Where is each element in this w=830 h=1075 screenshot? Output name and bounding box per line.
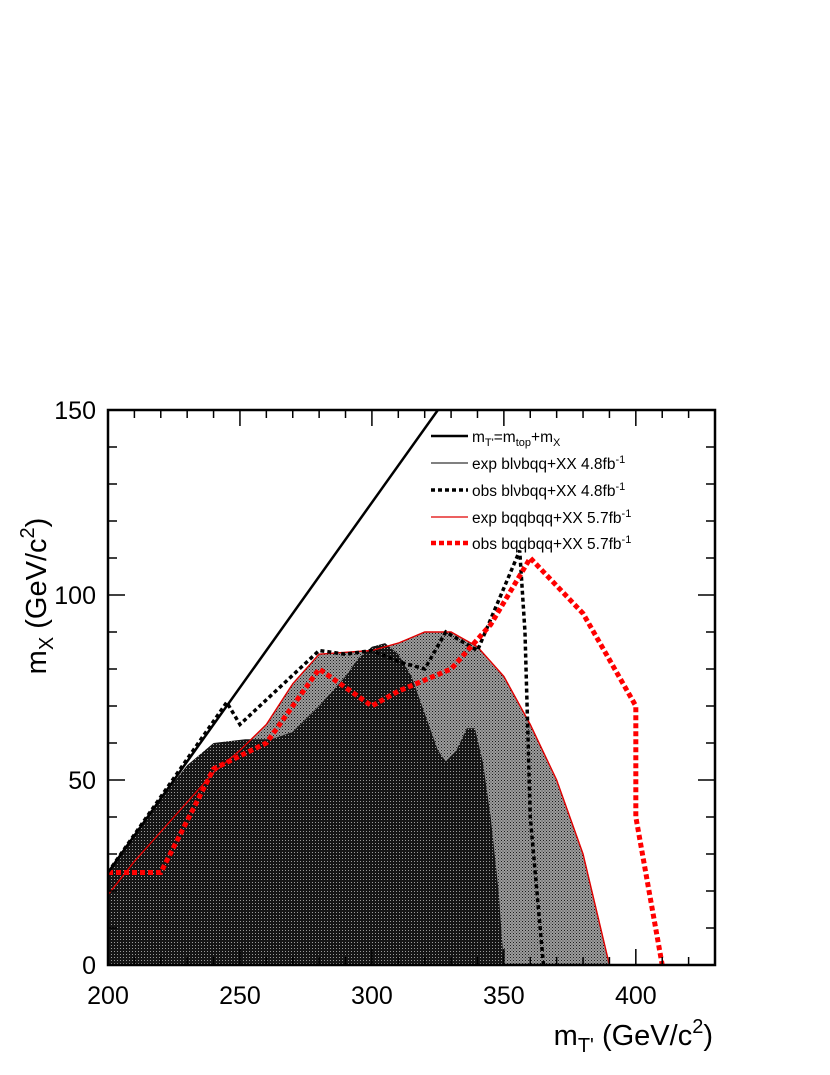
legend-label: mT'=mtop+mX [472, 429, 561, 449]
x-axis-title-units: (GeV/c [602, 1020, 692, 1052]
y-axis-title-sup: 2 [17, 527, 39, 538]
legend-label: obs bqqbqq+XX 5.7fb-1 [472, 534, 631, 553]
x-axis-title-close: ) [703, 1020, 713, 1052]
y-axis-title-main: m [21, 650, 53, 674]
y-tick-label: 150 [54, 397, 96, 425]
y-tick-label: 100 [54, 582, 96, 610]
legend-label: exp bqqbqq+XX 5.7fb-1 [472, 508, 631, 527]
kinematic-limit-line [108, 410, 439, 874]
tick-labels: 200 250 300 350 400 0 50 100 150 [54, 397, 656, 1010]
x-tick-label: 250 [219, 982, 261, 1010]
obs-bqqbqq-line [108, 553, 665, 965]
y-axis-title-close: ) [21, 518, 53, 528]
exp-blvbqq-region [108, 643, 504, 965]
y-axis-title-sub: X [36, 637, 58, 650]
x-axis-title: mT' (GeV/c2) [554, 1016, 713, 1057]
obs-blvbqq-line [108, 549, 546, 965]
x-tick-label: 200 [87, 982, 129, 1010]
x-tick-label: 350 [483, 982, 525, 1010]
y-axis-title-units: (GeV/c [21, 538, 53, 628]
legend-label: exp blνbqq+XX 4.8fb-1 [472, 454, 625, 473]
y-axis-title: mX (GeV/c2) [17, 518, 58, 675]
x-tick-label: 400 [615, 982, 657, 1010]
x-axis-title-main: m [554, 1020, 578, 1052]
axis-ticks [107, 409, 716, 966]
limit-lines [108, 410, 665, 965]
y-tick-label: 0 [82, 952, 96, 980]
y-tick-label: 50 [68, 767, 96, 795]
x-axis-title-sup: 2 [692, 1016, 703, 1038]
plot-frame [106, 408, 717, 967]
x-tick-label: 300 [351, 982, 393, 1010]
exclusion-regions [108, 632, 610, 965]
legend-label: obs blνbqq+XX 4.8fb-1 [472, 481, 625, 500]
legend: mT'=mtop+mX exp blνbqq+XX 4.8fb-1 obs blνb… [431, 429, 631, 553]
x-axis-title-sub: T' [578, 1035, 594, 1057]
